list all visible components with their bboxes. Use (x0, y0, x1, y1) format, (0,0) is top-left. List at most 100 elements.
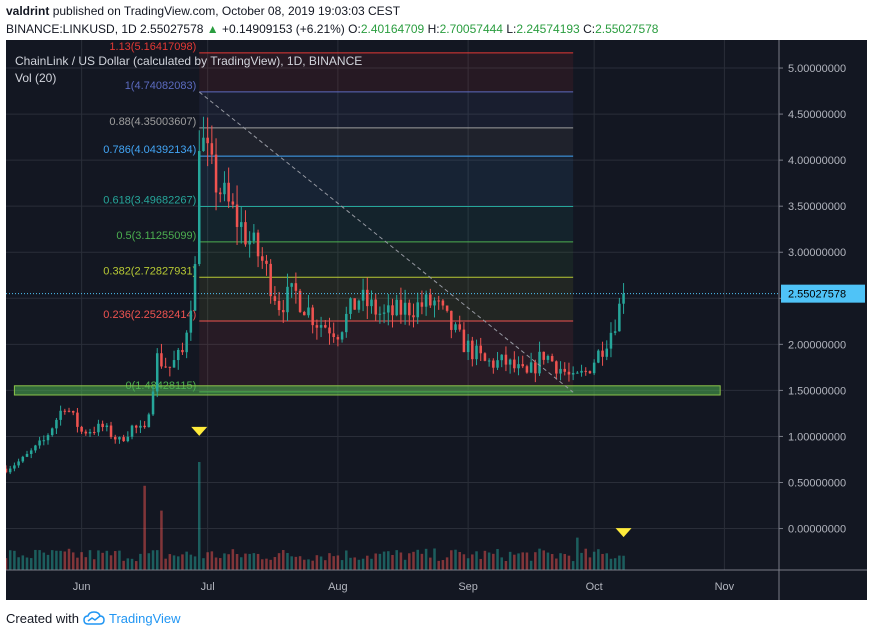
chart-panel[interactable]: 1.13(5.16417098) 1(4.74082083) 0.88(4.3500… (6, 40, 867, 600)
volume-bar (525, 552, 529, 570)
volume-bar (571, 561, 575, 570)
candle-body (529, 362, 533, 373)
drawings[interactable] (6, 91, 779, 538)
candle-body (118, 437, 121, 440)
candle-body (42, 440, 46, 442)
candle-body (248, 240, 251, 245)
candle-body (231, 201, 235, 205)
candle-body (6, 468, 8, 473)
candle-body (378, 313, 382, 315)
publish-text: published on TradingView.com, October 08… (52, 4, 401, 18)
close-value: 2.55027578 (595, 22, 659, 36)
candle-body (601, 350, 604, 357)
ohlc-bar: BINANCE:LINKUSD, 1D 2.55027578 ▲ +0.1490… (6, 22, 658, 40)
candle-body (597, 350, 600, 363)
candle-body (353, 298, 356, 310)
candle-body (588, 371, 592, 374)
volume-bar (181, 554, 184, 570)
tradingview-link[interactable]: TradingView (108, 610, 181, 626)
volume-bar (17, 557, 20, 570)
fib-band (199, 156, 574, 207)
volume-bar (420, 553, 424, 570)
candle-body (391, 305, 394, 316)
candle-body (403, 302, 407, 315)
x-tick-label: Oct (586, 581, 603, 593)
candle-body (324, 325, 327, 328)
candle-body (504, 354, 508, 365)
candle-body (487, 360, 491, 362)
x-tick-label: Aug (328, 581, 348, 593)
volume-bar (454, 549, 457, 570)
last-price: 2.55027578 (140, 22, 204, 36)
candle-body (408, 302, 411, 316)
volume-bar (441, 560, 445, 570)
volume-bar (408, 553, 411, 570)
candle-body (340, 332, 344, 340)
candle-body (319, 325, 323, 328)
volume-bar (273, 557, 277, 570)
volume-bar (319, 556, 323, 570)
tradingview-logo-icon (83, 611, 105, 625)
footer: Created with TradingView (6, 608, 181, 628)
candle-body (235, 204, 239, 227)
low-label: L: (506, 22, 517, 36)
candle-body (185, 332, 188, 353)
price-tag (781, 284, 865, 303)
candle-body (437, 300, 440, 302)
volume-bar (609, 558, 613, 570)
y-tick-label: 5.00000000 (788, 63, 846, 75)
volume-bar (88, 550, 92, 570)
chart-background (6, 40, 867, 600)
fib-level-label: 0.5(3.11255099) (116, 230, 196, 242)
volume-bar (101, 552, 104, 570)
volume-bar (403, 559, 407, 570)
volume-bar (122, 560, 125, 570)
volume-bar (324, 560, 327, 570)
volume-bar (349, 557, 352, 570)
volume-bar (50, 550, 54, 570)
candle-body (63, 410, 67, 412)
candle-body (345, 313, 348, 333)
candle-body (303, 311, 306, 316)
candle-body (298, 290, 302, 312)
volume-bar (261, 559, 264, 570)
fib-level-label: 0.382(2.72827931) (103, 265, 196, 277)
candle-body (622, 293, 625, 304)
candle-body (458, 324, 461, 330)
price-chart[interactable]: 1.13(5.16417098) 1(4.74082083) 0.88(4.3500… (6, 40, 867, 600)
candle-body (286, 286, 289, 313)
low-value: 2.24574193 (516, 22, 580, 36)
volume-bar (483, 550, 487, 570)
author-name[interactable]: valdrint (6, 4, 50, 18)
candle-body (130, 425, 134, 437)
open-value: 2.40164709 (360, 22, 425, 36)
volume-bar (13, 550, 16, 570)
candle-body (513, 359, 516, 369)
volume-bar (235, 553, 239, 570)
volume-bar (328, 553, 331, 570)
candle-body (576, 372, 579, 374)
candle-body (122, 437, 125, 442)
volume-bar (567, 555, 571, 570)
y-tick-label: 0.00000000 (788, 524, 846, 536)
volume-bar (353, 557, 356, 570)
candle-body (395, 299, 398, 316)
candle-body (605, 348, 609, 357)
fibonacci-retracement[interactable]: 1.13(5.16417098) 1(4.74082083) 0.88(4.3500… (13, 41, 721, 396)
high-value: 2.70057444 (439, 22, 503, 36)
candle-body (168, 366, 172, 368)
candle-body (139, 425, 142, 428)
candle-body (206, 137, 209, 144)
volume-bar (471, 554, 474, 570)
volume-bar (550, 554, 554, 570)
y-tick-label: 0.50000000 (788, 478, 846, 490)
volume-bar (176, 556, 180, 570)
candle-body (223, 182, 226, 195)
volume-bar (80, 552, 83, 570)
candle-body (151, 391, 155, 415)
candle-body (164, 366, 167, 368)
support-zone (13, 385, 721, 396)
volume-bar (538, 548, 541, 570)
y-tick-label: 3.50000000 (788, 201, 846, 213)
candle-body (50, 428, 54, 436)
